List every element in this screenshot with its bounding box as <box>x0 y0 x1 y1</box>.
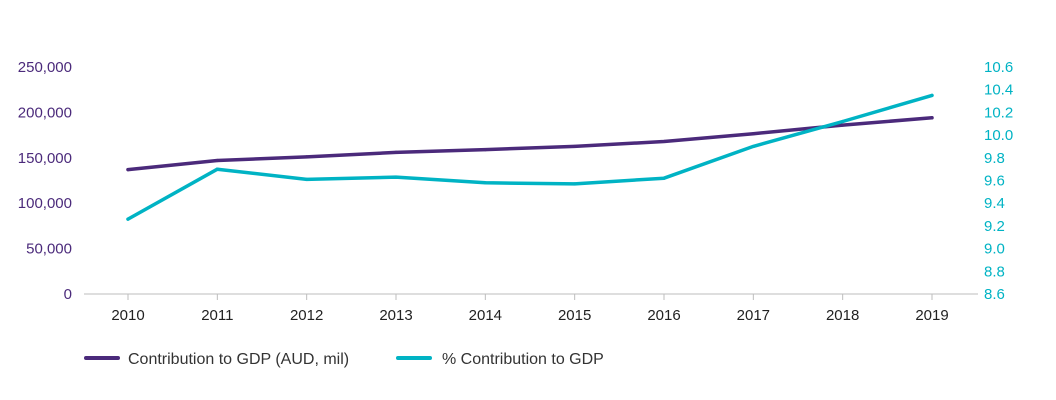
x-tick-label: 2013 <box>379 307 412 324</box>
y-right-tick-label: 10.6 <box>984 59 1013 76</box>
data-point <box>662 176 666 180</box>
x-tick-label: 2015 <box>558 307 591 324</box>
legend: Contribution to GDP (AUD, mil) % Contribu… <box>84 351 604 368</box>
data-point <box>305 155 309 159</box>
data-point <box>751 132 755 136</box>
data-point <box>841 123 845 127</box>
y-right-tick-label: 10.4 <box>984 82 1013 99</box>
x-tick-label: 2010 <box>111 307 144 324</box>
y-left-tick-label: 50,000 <box>26 241 72 258</box>
y-right-tick-label: 9.6 <box>984 173 1005 190</box>
data-point <box>573 182 577 186</box>
y-left-tick-label: 150,000 <box>18 150 72 167</box>
data-point <box>126 217 130 221</box>
legend-label: % Contribution to GDP <box>442 351 604 368</box>
data-point <box>751 144 755 149</box>
y-left-tick-label: 250,000 <box>18 59 72 76</box>
data-point <box>483 148 487 152</box>
x-tick-label: 2011 <box>201 307 233 324</box>
x-tick-label: 2019 <box>915 307 948 324</box>
x-tick-label: 2014 <box>469 307 502 324</box>
data-point <box>394 175 398 179</box>
x-tick-label: 2012 <box>290 307 323 324</box>
series-lines <box>126 93 934 221</box>
data-point <box>573 144 577 149</box>
data-point <box>126 168 130 172</box>
data-point <box>305 177 309 181</box>
y-right-tick-label: 9.0 <box>984 241 1005 258</box>
y-left-tick-label: 0 <box>64 286 72 303</box>
y-right-tick-label: 9.2 <box>984 218 1005 235</box>
x-tick-label: 2016 <box>647 307 680 324</box>
y-left-tick-label: 100,000 <box>18 195 72 212</box>
x-tick-label: 2017 <box>737 307 770 324</box>
axes: 2010 2011 2012 2013 2014 2015 2016 2017 2018 2019… <box>18 59 1013 324</box>
series-line-contribution-aud <box>126 116 934 172</box>
series-line-percent-contribution <box>126 93 934 221</box>
y-right-tick-label: 10.0 <box>984 127 1013 144</box>
y-right-tick-label: 8.6 <box>984 286 1005 303</box>
y-right-tick-label: 9.4 <box>984 195 1005 212</box>
data-point <box>215 167 219 171</box>
y-right-tick-label: 8.8 <box>984 263 1005 280</box>
data-point <box>215 158 219 163</box>
data-point <box>394 150 398 154</box>
data-point <box>930 93 934 97</box>
x-tick-label: 2018 <box>826 307 859 324</box>
data-point <box>841 119 845 124</box>
data-point <box>483 181 487 185</box>
data-point <box>662 139 666 144</box>
legend-label: Contribution to GDP (AUD, mil) <box>128 351 349 368</box>
y-right-tick-label: 9.8 <box>984 150 1005 167</box>
data-point <box>930 116 934 120</box>
y-right-tick-label: 10.2 <box>984 104 1013 121</box>
y-left-tick-label: 200,000 <box>18 104 72 121</box>
